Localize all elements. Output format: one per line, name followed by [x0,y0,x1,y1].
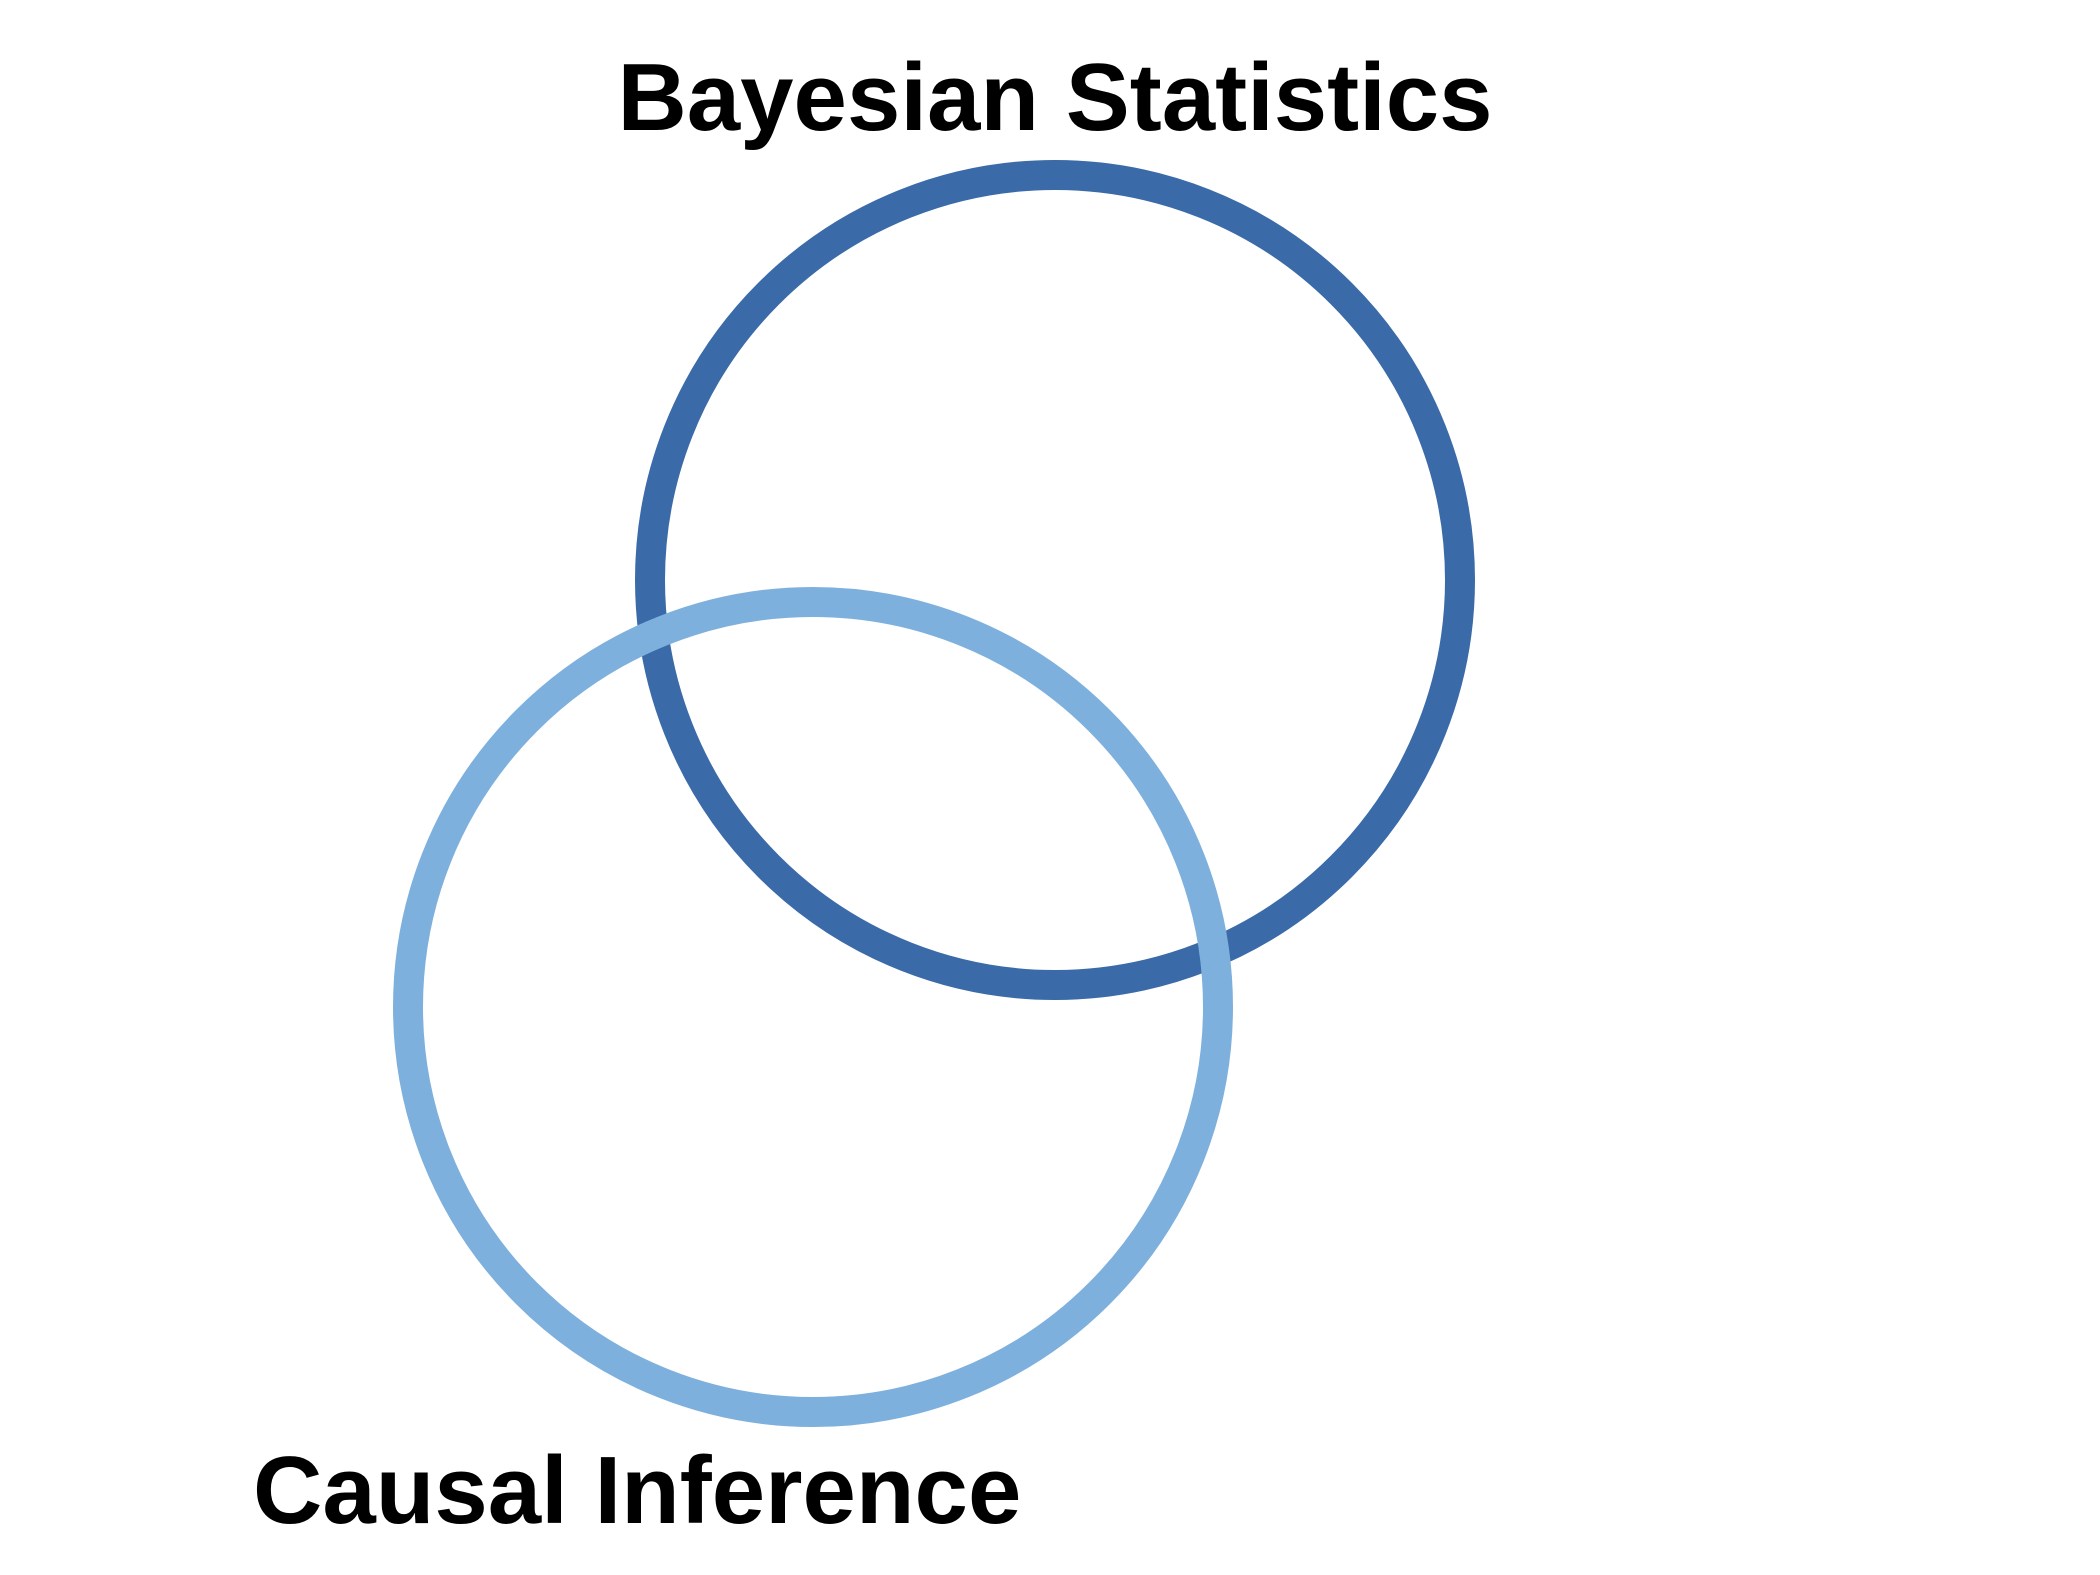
bayesian-statistics-label: Bayesian Statistics [617,44,1492,151]
bayesian-statistics-circle [635,160,1475,1000]
causal-inference-circle [393,587,1233,1427]
causal-inference-label: Causal Inference [253,1437,1021,1544]
